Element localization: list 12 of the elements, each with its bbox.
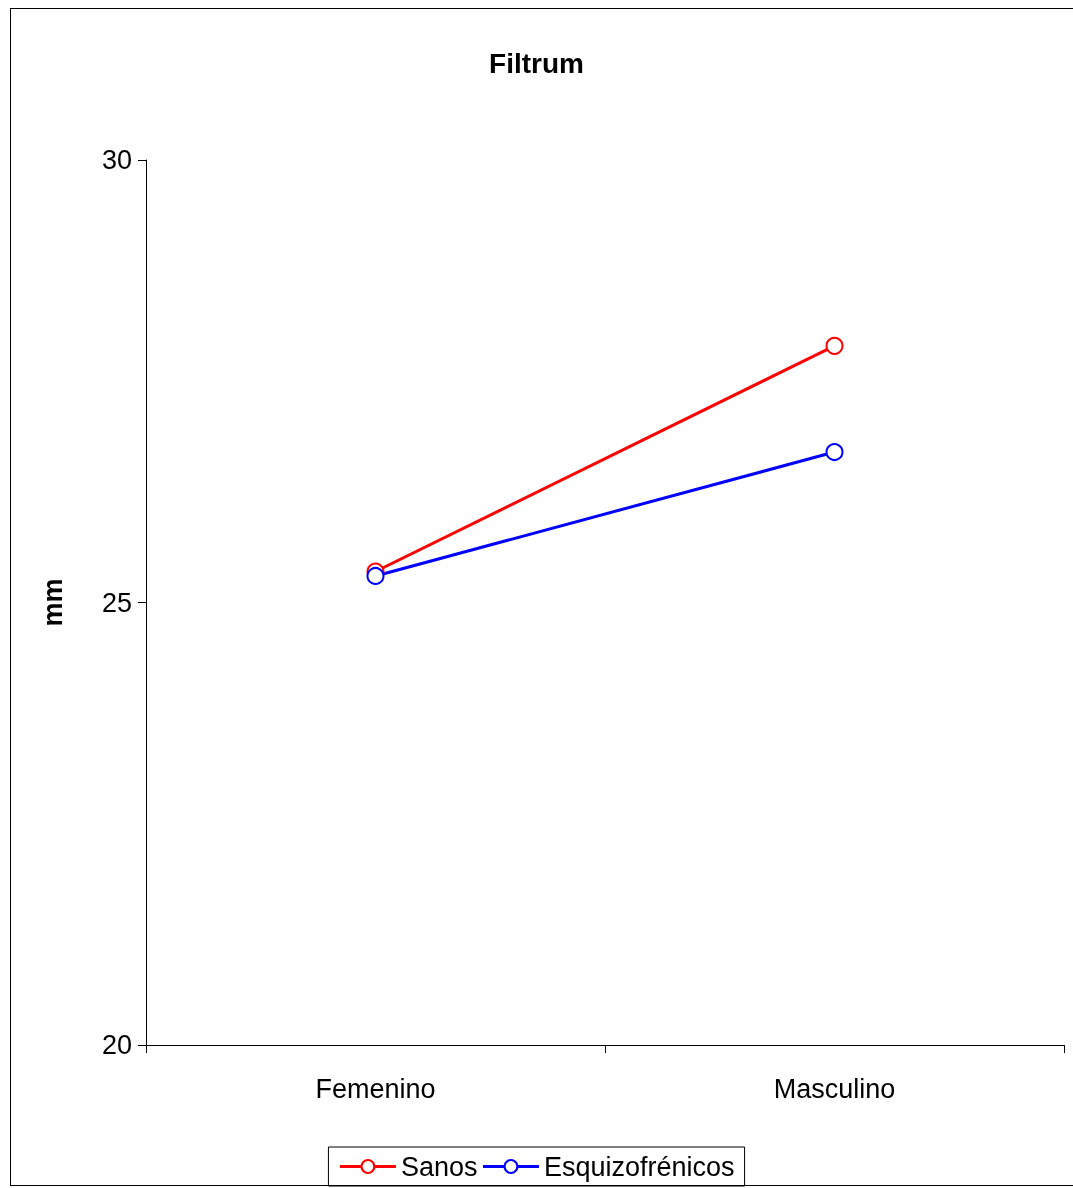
legend-label: Esquizofrénicos bbox=[543, 1151, 735, 1182]
y-tick-label: 30 bbox=[101, 145, 132, 175]
point bbox=[825, 336, 844, 355]
chart-title: Filtrum bbox=[489, 47, 584, 79]
x-tick-label: Masculino bbox=[773, 1073, 896, 1104]
point bbox=[825, 443, 844, 462]
y-axis-title: mm bbox=[37, 578, 68, 627]
y-tick-label: 20 bbox=[101, 1030, 132, 1060]
point bbox=[366, 566, 385, 585]
y-tick-label: 25 bbox=[101, 587, 132, 618]
legend-label: Sanos bbox=[400, 1151, 478, 1182]
x-tick-label: Femenino bbox=[315, 1073, 436, 1104]
